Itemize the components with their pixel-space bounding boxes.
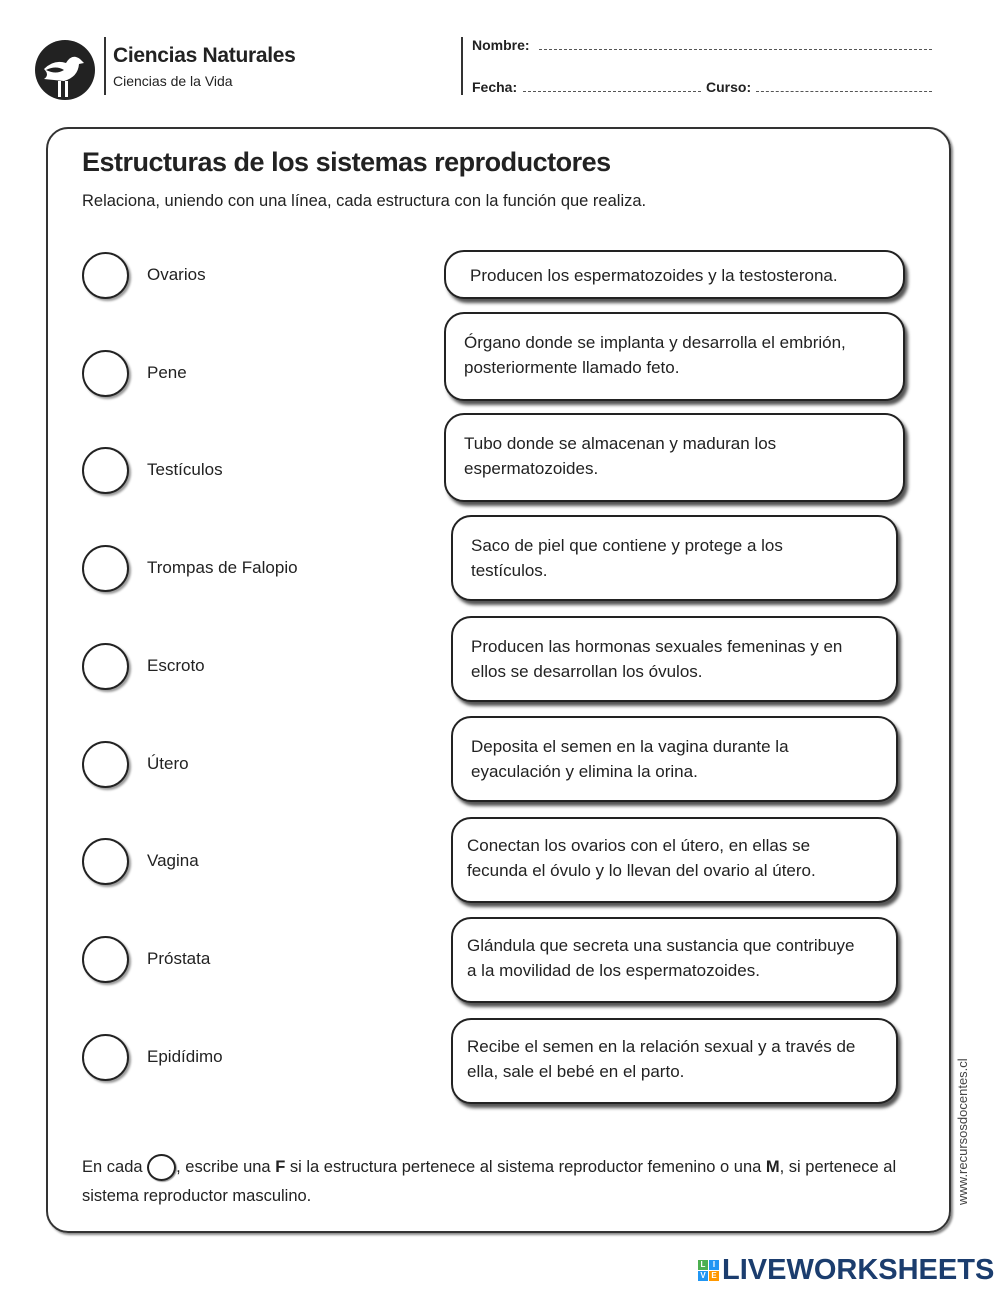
function-line: ellos se desarrollan los óvulos. — [471, 662, 703, 681]
source-url: www.recursosdocentes.cl — [955, 1058, 970, 1205]
answer-circle[interactable] — [82, 350, 129, 397]
function-line: Recibe el semen en la relación sexual y … — [467, 1037, 856, 1056]
answer-circle[interactable] — [82, 447, 129, 494]
function-box[interactable]: Producen las hormonas sexuales femeninas… — [451, 616, 898, 702]
structure-label: Ovarios — [147, 265, 206, 284]
footer-text: , escribe una — [176, 1158, 276, 1176]
bird-logo — [35, 40, 95, 100]
structure-label: Testículos — [147, 460, 223, 479]
function-line: eyaculación y elimina la orina. — [471, 762, 698, 781]
function-line: Saco de piel que contiene y protege a lo… — [471, 536, 783, 555]
footer-f: F — [275, 1158, 286, 1176]
footer-text: En cada — [82, 1158, 148, 1176]
footer-m: M — [765, 1158, 780, 1176]
function-box[interactable]: Deposita el semen en la vagina durante l… — [451, 716, 898, 802]
function-line: Conectan los ovarios con el útero, en el… — [467, 836, 811, 855]
function-box[interactable]: Glándula que secreta una sustancia que c… — [451, 917, 898, 1003]
course-label: Curso: — [706, 79, 752, 95]
function-line: a la movilidad de los espermatozoides. — [467, 961, 760, 980]
structure-label: Vagina — [147, 851, 199, 870]
function-box[interactable]: Conectan los ovarios con el útero, en el… — [451, 817, 898, 903]
function-box[interactable]: Producen los espermatozoides y la testos… — [444, 250, 905, 299]
date-label: Fecha: — [472, 79, 518, 95]
course-field[interactable] — [756, 91, 932, 92]
answer-circle[interactable] — [82, 741, 129, 788]
structure-label: Próstata — [147, 949, 211, 968]
structure-label: Trompas de Falopio — [147, 558, 298, 577]
divider — [104, 37, 106, 95]
function-box[interactable]: Saco de piel que contiene y protege a lo… — [451, 515, 898, 601]
function-line: espermatozoides. — [464, 459, 599, 478]
divider — [461, 37, 463, 95]
answer-circle[interactable] — [82, 545, 129, 592]
structure-label: Epidídimo — [147, 1047, 223, 1066]
instruction: Relaciona, uniendo con una línea, cada e… — [82, 192, 647, 210]
footer-text: si la estructura pertenece al sistema re… — [285, 1158, 766, 1176]
circle-icon — [147, 1154, 177, 1182]
answer-circle[interactable] — [82, 936, 129, 983]
function-line: Producen los espermatozoides y la testos… — [470, 266, 838, 285]
function-line: posteriormente llamado feto. — [464, 358, 680, 377]
function-line: Órgano donde se implanta y desarrolla el… — [464, 333, 846, 352]
function-box[interactable]: Recibe el semen en la relación sexual y … — [451, 1018, 898, 1104]
logo-letter: V — [698, 1271, 708, 1281]
logo-letter: E — [709, 1271, 719, 1281]
function-box[interactable]: Tubo donde se almacenan y maduran los es… — [444, 413, 905, 502]
answer-circle[interactable] — [82, 1034, 129, 1081]
brand-subtitle: Ciencias de la Vida — [113, 73, 233, 89]
logo-text: LIVEWORKSHEETS — [722, 1254, 995, 1286]
function-line: Deposita el semen en la vagina durante l… — [471, 737, 789, 756]
worksheet-title: Estructuras de los sistemas reproductore… — [82, 147, 611, 177]
answer-circle[interactable] — [82, 252, 129, 299]
function-line: Glándula que secreta una sustancia que c… — [467, 936, 855, 955]
function-line: Tubo donde se almacenan y maduran los — [464, 434, 777, 453]
function-line: testículos. — [471, 561, 548, 580]
function-box[interactable]: Órgano donde se implanta y desarrolla el… — [444, 312, 905, 401]
answer-circle[interactable] — [82, 838, 129, 885]
worksheet-frame — [46, 127, 951, 1233]
name-field[interactable] — [539, 49, 932, 50]
brand-title: Ciencias Naturales — [113, 44, 296, 67]
structure-label: Escroto — [147, 656, 205, 675]
function-line: Producen las hormonas sexuales femeninas… — [471, 637, 843, 656]
function-line: ella, sale el bebé en el parto. — [467, 1062, 685, 1081]
footer-text: , si pertenece al sistema reproductor ma… — [82, 1158, 897, 1205]
function-line: fecunda el óvulo y lo llevan del ovario … — [467, 861, 816, 880]
structure-label: Pene — [147, 363, 187, 382]
logo-letter: I — [709, 1260, 719, 1270]
date-field[interactable] — [523, 91, 701, 92]
structure-label: Útero — [147, 754, 189, 773]
footer-instruction: En cada , escribe una F si la estructura… — [82, 1153, 912, 1211]
answer-circle[interactable] — [82, 643, 129, 690]
name-label: Nombre: — [472, 37, 530, 53]
logo-letter: L — [698, 1260, 708, 1270]
